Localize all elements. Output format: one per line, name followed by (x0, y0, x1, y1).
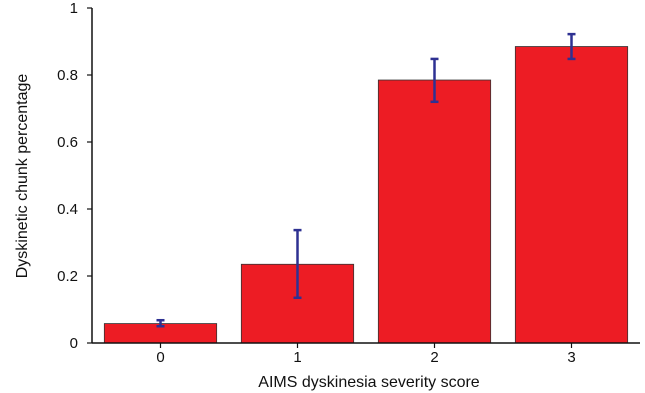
x-tick-label: 2 (430, 349, 438, 366)
y-tick-label: 0.6 (57, 134, 78, 151)
error-bar-1 (293, 228, 302, 300)
y-tick-label: 0.2 (57, 268, 78, 285)
x-tick-label: 1 (293, 349, 301, 366)
error-bar-3 (567, 32, 576, 61)
y-tick-label: 0 (70, 335, 78, 352)
x-tick-label: 0 (156, 349, 164, 366)
plot-area: 0 0.2 0.4 0.6 0.8 1 0 1 2 3 (57, 0, 640, 366)
y-tick-label: 0.8 (57, 67, 78, 84)
error-bar-2 (430, 57, 439, 104)
y-tick-label: 0.4 (57, 201, 78, 218)
x-tick-label: 3 (567, 349, 575, 366)
y-tick-label: 1 (70, 0, 78, 17)
error-bars-group (156, 32, 576, 328)
x-axis-label: AIMS dyskinesia severity score (258, 374, 480, 391)
y-ticks-group: 0 0.2 0.4 0.6 0.8 1 (57, 0, 92, 352)
bars-group (103, 46, 629, 344)
y-axis-label: Dyskinetic chunk percentage (14, 74, 31, 279)
x-ticks-group: 0 1 2 3 (156, 343, 576, 366)
bar-3 (514, 46, 629, 344)
bar-2 (377, 79, 492, 344)
error-bar-0 (156, 318, 165, 328)
